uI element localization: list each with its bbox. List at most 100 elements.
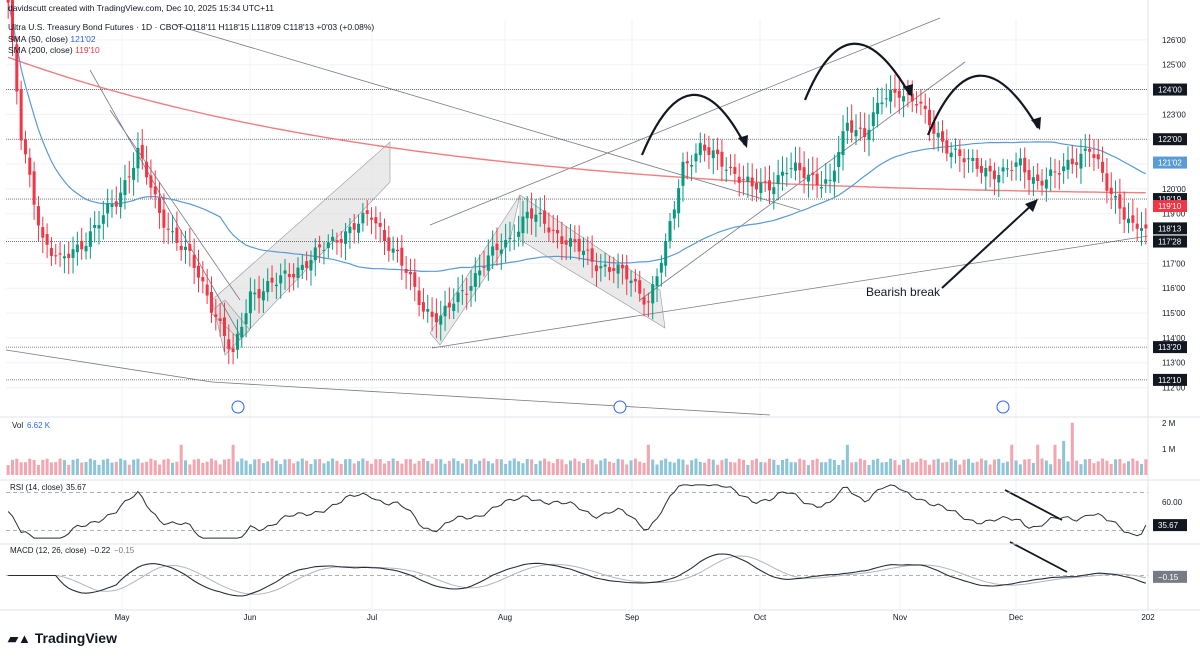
volume-bar bbox=[15, 458, 19, 475]
price-label-box bbox=[1153, 133, 1187, 146]
candle-body bbox=[495, 243, 499, 251]
rsi-pane[interactable] bbox=[6, 484, 1148, 539]
candle-body bbox=[651, 284, 655, 304]
volume-bar bbox=[36, 464, 40, 475]
volume-bar bbox=[910, 462, 914, 475]
volume-bar bbox=[755, 458, 759, 475]
event-marker-icon bbox=[613, 400, 627, 414]
volume-bar bbox=[395, 460, 399, 475]
candle-body bbox=[166, 228, 170, 230]
volume-bar bbox=[179, 444, 183, 475]
volume-bar bbox=[495, 459, 499, 475]
sma50-legend[interactable]: SMA (50, close) 121'02 bbox=[8, 34, 96, 44]
candle-body bbox=[763, 181, 767, 183]
candle-body bbox=[1105, 173, 1109, 191]
candle-body bbox=[884, 98, 888, 100]
candle-body bbox=[984, 168, 988, 177]
candles[interactable] bbox=[6, 0, 1148, 365]
trend-line bbox=[431, 235, 1149, 349]
volume-bar bbox=[1079, 464, 1083, 475]
candle-body bbox=[430, 311, 434, 317]
candle-body bbox=[681, 161, 685, 186]
price-tick-label: 125'00 bbox=[1162, 61, 1186, 70]
candle-body bbox=[88, 231, 92, 247]
volume-bar bbox=[417, 460, 421, 475]
volume-bar bbox=[140, 462, 144, 475]
volume-bar bbox=[469, 459, 473, 475]
price-axis[interactable]: 126'00125'00124'00123'00122'00121'00120'… bbox=[1153, 36, 1187, 583]
volume-bar bbox=[681, 459, 685, 475]
volume-bar bbox=[434, 459, 438, 475]
volume-bar bbox=[607, 461, 611, 475]
volume-bar bbox=[231, 444, 235, 475]
volume-bar bbox=[23, 462, 27, 475]
volume-bar bbox=[106, 458, 110, 475]
candle-body bbox=[737, 176, 741, 183]
candle-body bbox=[811, 172, 815, 175]
volume-bar bbox=[335, 460, 339, 475]
volume-bar bbox=[742, 459, 746, 475]
macd-value: −0.22 bbox=[90, 546, 111, 555]
candle-body bbox=[1075, 162, 1079, 165]
volume-bar bbox=[19, 462, 23, 475]
candle-body bbox=[655, 276, 659, 287]
volume-bar bbox=[283, 459, 287, 475]
volume-bar bbox=[322, 463, 326, 475]
candle-body bbox=[447, 302, 451, 308]
candle-body bbox=[184, 246, 188, 250]
horizontal-levels bbox=[6, 89, 1148, 381]
tradingview-logo[interactable]: ▰▲ TradingView bbox=[8, 630, 117, 647]
candle-body bbox=[551, 229, 555, 231]
candle-body bbox=[742, 179, 746, 181]
candle-body bbox=[1135, 223, 1139, 229]
time-tick-label: May bbox=[114, 613, 129, 622]
candle-body bbox=[404, 268, 408, 273]
candle-body bbox=[517, 231, 521, 237]
candle-body bbox=[318, 244, 322, 248]
volume-bar bbox=[668, 461, 672, 475]
volume-bar bbox=[32, 459, 36, 475]
curve-arrow bbox=[803, 42, 911, 101]
candle-body bbox=[110, 204, 114, 207]
candle-body bbox=[1114, 196, 1118, 198]
volume-bar bbox=[279, 464, 283, 475]
candle-body bbox=[1127, 218, 1131, 224]
volume-bar bbox=[339, 463, 343, 475]
candle-body bbox=[188, 244, 192, 251]
candle-body bbox=[192, 254, 196, 268]
volume-bar bbox=[620, 459, 624, 475]
candle-body bbox=[962, 158, 966, 163]
rsi-value-label: 35.67 bbox=[1158, 521, 1179, 530]
volume-pane[interactable] bbox=[6, 422, 1148, 475]
candle-body bbox=[798, 162, 802, 171]
candle-body bbox=[880, 102, 884, 105]
volume-bar bbox=[659, 460, 663, 475]
candle-body bbox=[296, 267, 300, 279]
tradingview-brand: TradingView bbox=[34, 630, 117, 646]
sma200-legend[interactable]: SMA (200, close) 119'10 bbox=[8, 45, 100, 55]
volume-bar bbox=[750, 460, 754, 475]
candle-body bbox=[923, 105, 927, 110]
volume-bar bbox=[780, 460, 784, 475]
candle-body bbox=[992, 170, 996, 180]
candle-body bbox=[28, 157, 32, 175]
volume-bar bbox=[253, 459, 257, 475]
symbol-line[interactable]: Ultra U.S. Treasury Bond Futures · 1D · … bbox=[8, 22, 375, 32]
candle-body bbox=[54, 255, 58, 257]
time-axis[interactable]: May Jun Jul Aug Sep Oct Nov Dec 202 bbox=[114, 613, 1155, 622]
candle-body bbox=[672, 209, 676, 219]
volume-bar bbox=[802, 459, 806, 475]
volume-bar bbox=[387, 461, 391, 475]
candle-body bbox=[1118, 194, 1122, 209]
volume-bar bbox=[953, 460, 958, 475]
candle-body bbox=[603, 264, 607, 267]
candle-body bbox=[235, 333, 239, 350]
volume-bar bbox=[664, 458, 668, 475]
macd-pane[interactable] bbox=[6, 553, 1148, 597]
volume-bar bbox=[767, 458, 772, 475]
volume-bar bbox=[919, 458, 923, 475]
volume-bar bbox=[928, 464, 932, 475]
arrow-head bbox=[738, 135, 748, 148]
candle-body bbox=[149, 175, 153, 188]
